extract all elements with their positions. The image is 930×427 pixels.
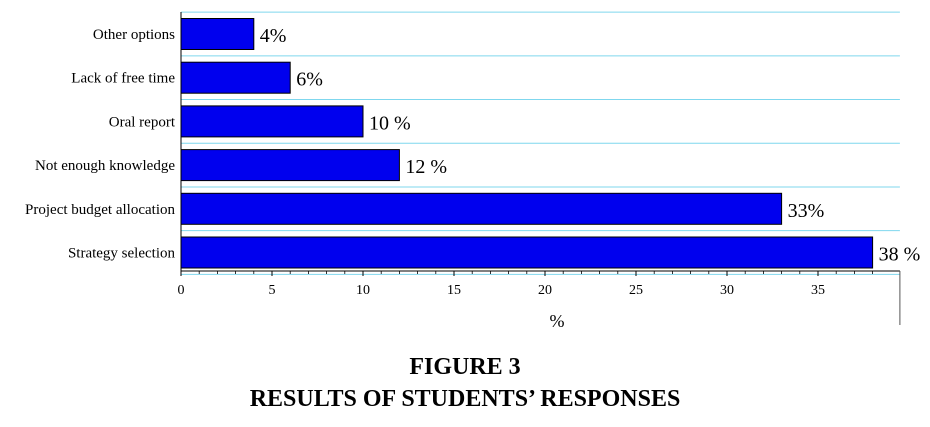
axes <box>180 12 901 325</box>
data-label: 6% <box>296 69 323 91</box>
x-tick-label: 30 <box>720 283 734 298</box>
data-label: 38 % <box>879 244 921 266</box>
bar <box>180 149 400 182</box>
bar <box>180 105 364 138</box>
category-label: Not enough knowledge <box>35 158 175 174</box>
bar <box>180 236 874 269</box>
category-label: Oral report <box>109 114 176 130</box>
category-label: Strategy selection <box>68 246 176 262</box>
x-tick-label: 25 <box>629 283 643 298</box>
figure-number: FIGURE 3 <box>409 354 521 380</box>
labels: 0 5 10 15 20 25 30 35 Other options 4% Lack of fre… <box>25 25 920 298</box>
bar <box>180 18 255 50</box>
x-axis-title: % <box>550 311 565 331</box>
grid-lines <box>181 11 900 275</box>
x-tick-label: 35 <box>811 283 825 298</box>
category-label: Lack of free time <box>71 71 175 87</box>
bar <box>180 61 291 94</box>
bar <box>180 192 783 225</box>
data-label: 4% <box>260 25 287 47</box>
data-label: 12 % <box>405 156 447 178</box>
figure-title: RESULTS OF STUDENTS’ RESPONSES <box>249 386 681 412</box>
x-tick-label: 0 <box>178 283 185 298</box>
data-label: 33% <box>788 200 825 222</box>
bar-chart: 0 5 10 15 20 25 30 35 Other options 4% Lack of fre… <box>25 11 920 331</box>
data-label: 10 % <box>369 112 411 134</box>
category-label: Project budget allocation <box>25 202 175 218</box>
x-tick-label: 5 <box>269 283 276 298</box>
x-tick-label: 10 <box>356 283 370 298</box>
x-tick-label: 20 <box>538 283 552 298</box>
x-tick-label: 15 <box>447 283 461 298</box>
category-label: Other options <box>93 27 175 43</box>
bars <box>180 18 874 269</box>
